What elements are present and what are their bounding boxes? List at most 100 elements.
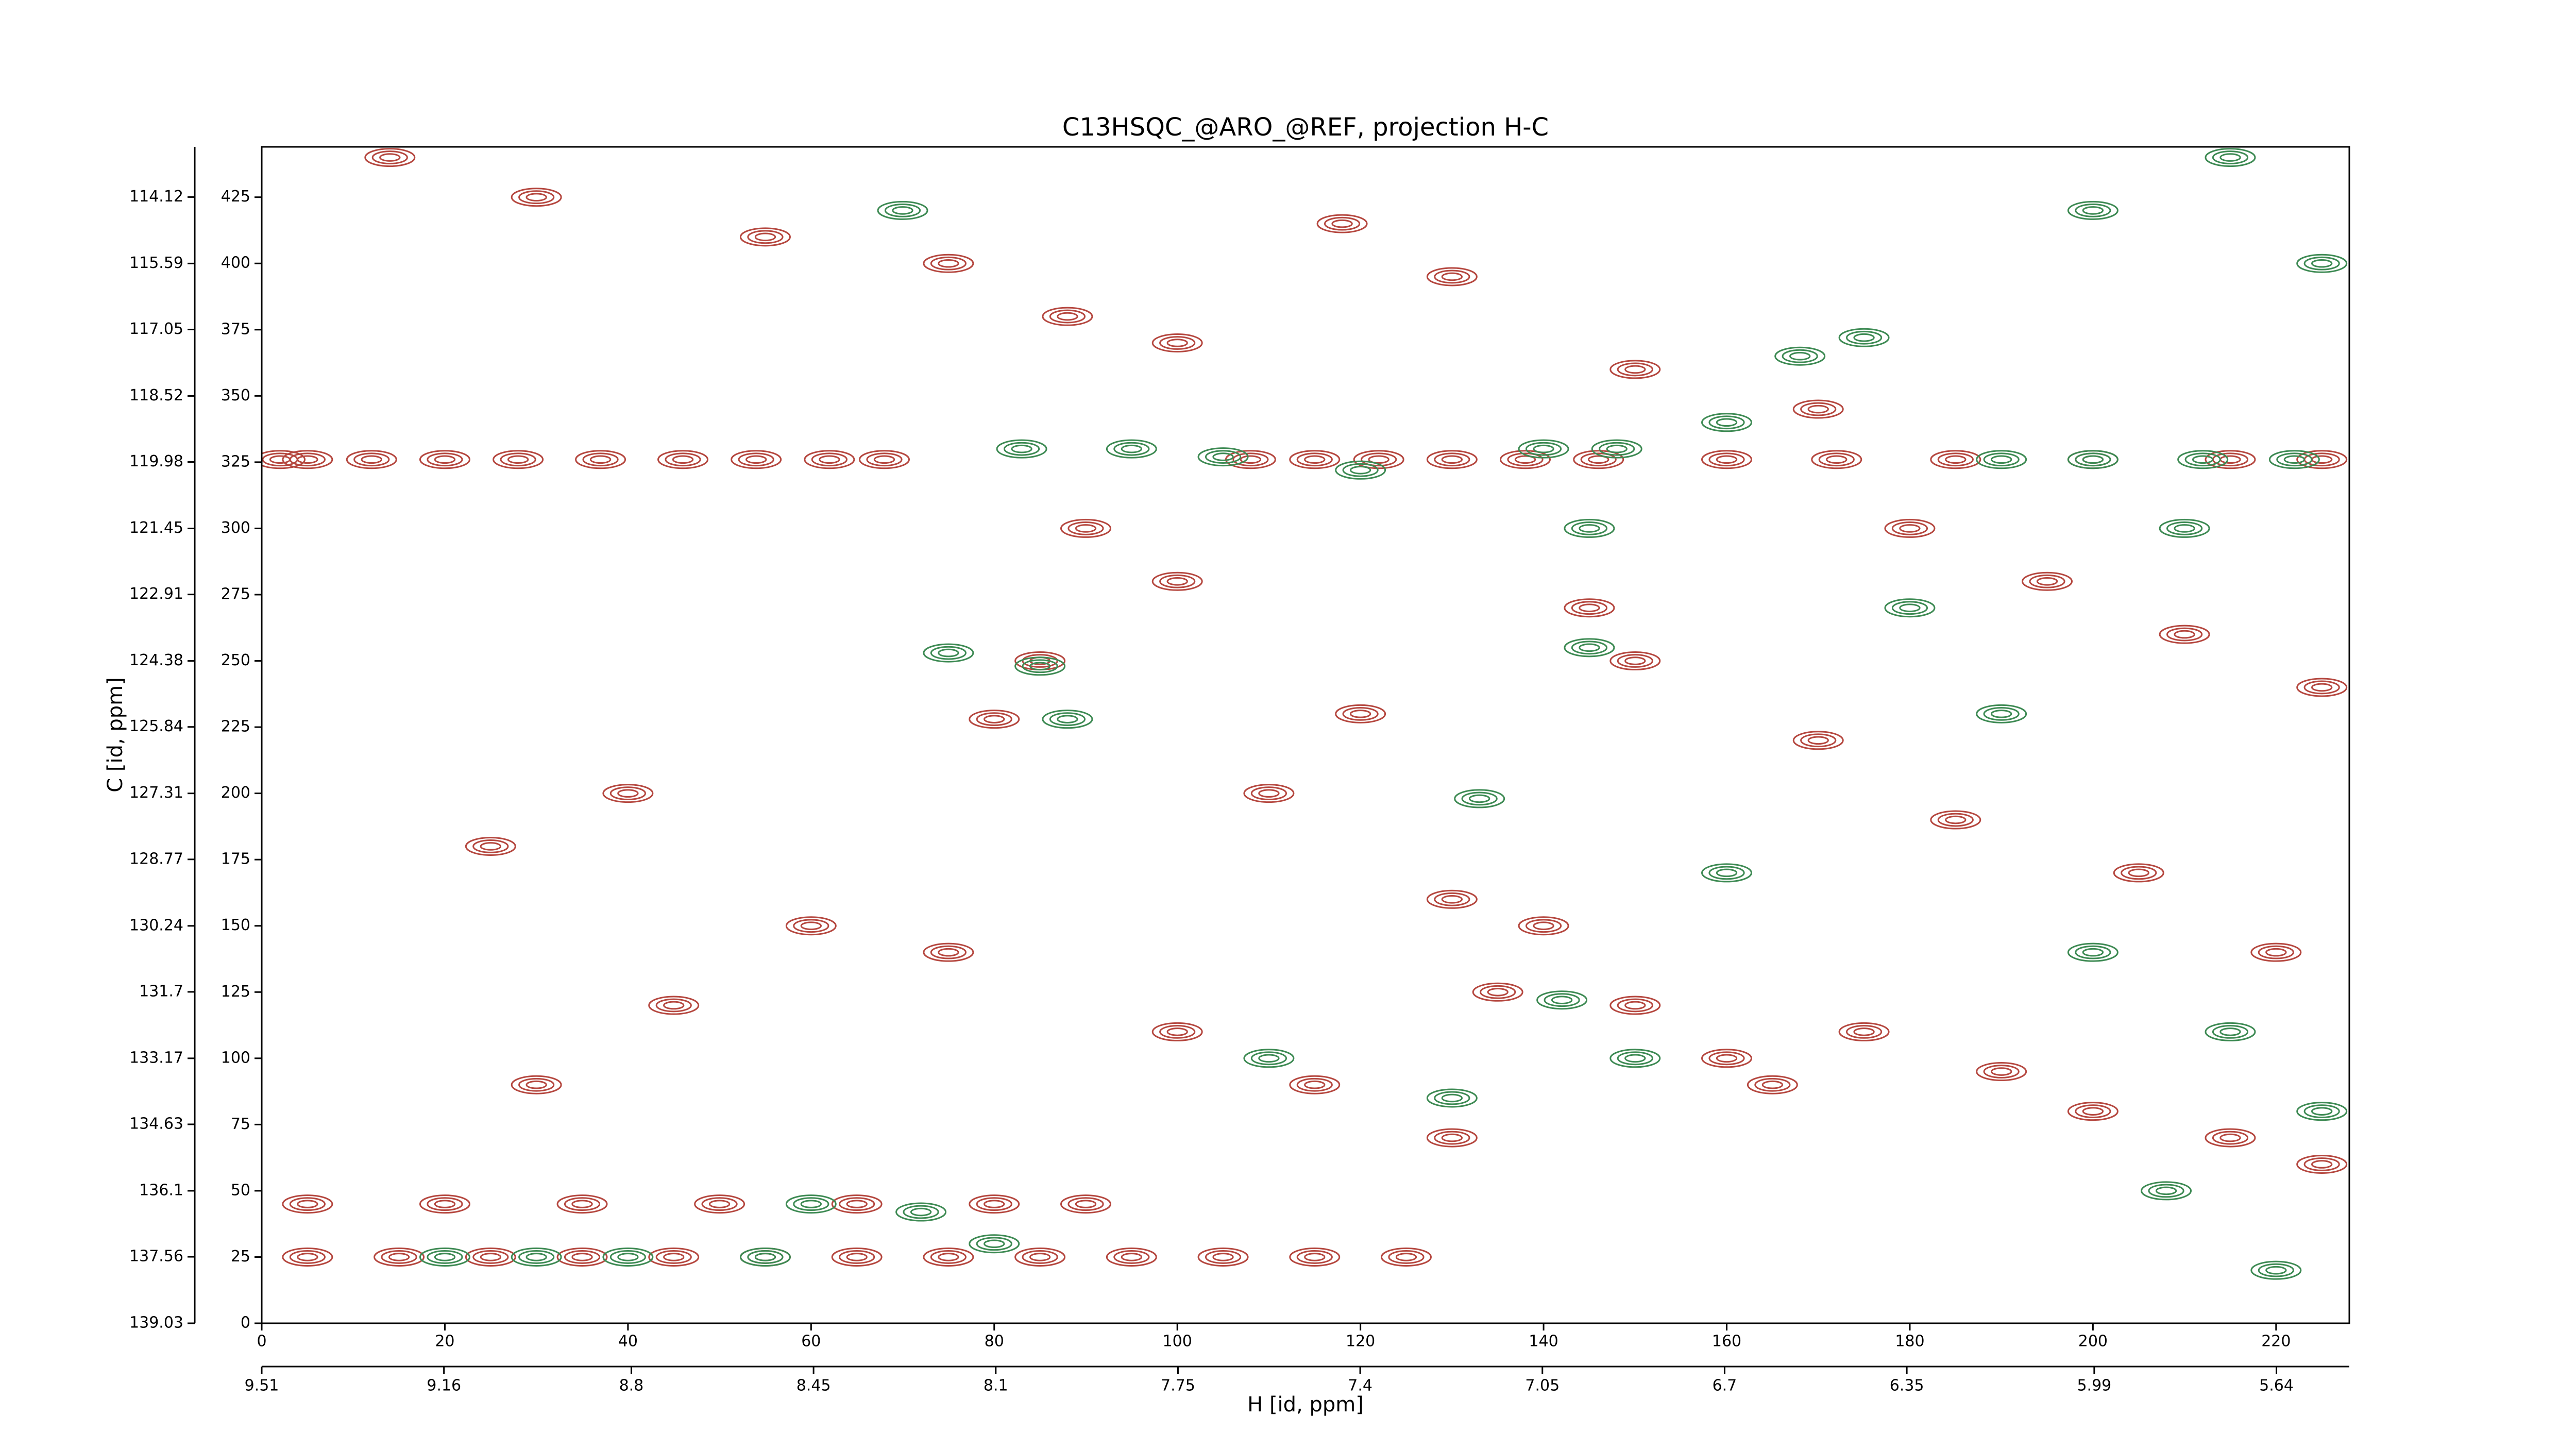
contour-ring — [731, 450, 782, 469]
contour-peak — [1151, 571, 1203, 591]
chart-title: C13HSQC_@ARO_@REF, projection H-C — [1062, 113, 1549, 142]
contour-ring — [1754, 1077, 1791, 1092]
contour-ring — [289, 1197, 326, 1211]
contour-ring — [873, 455, 895, 464]
x-tick-label: 120 — [1346, 1333, 1375, 1351]
contour-peak — [1976, 704, 2027, 723]
contour-ring — [1588, 455, 1609, 464]
contour-ring — [2205, 450, 2256, 469]
contour-ring — [1811, 450, 1862, 469]
contour-ring — [2303, 256, 2340, 271]
contour-peak — [804, 450, 855, 469]
contour-peak — [969, 710, 1020, 729]
contour-peak — [1591, 439, 1642, 459]
contour-ring — [1289, 1247, 1341, 1267]
contour-ring — [434, 455, 456, 464]
contour-peak — [465, 836, 516, 856]
y2-tick-label: 133.17 — [129, 1049, 183, 1067]
contour-ring — [1434, 452, 1470, 467]
contour-ring — [1388, 1250, 1425, 1264]
contour-ring — [297, 1253, 318, 1261]
contour-ring — [2212, 150, 2249, 164]
x2-tick-label: 7.4 — [1348, 1377, 1372, 1395]
y-tick-label: 300 — [221, 519, 250, 537]
contour-peak — [739, 1247, 791, 1267]
contour-ring — [819, 455, 840, 464]
contour-peak — [556, 1194, 608, 1214]
contour-ring — [1617, 362, 1653, 377]
contour-ring — [1441, 895, 1463, 904]
contour-ring — [1205, 1250, 1242, 1264]
contour-peak — [1536, 990, 1588, 1010]
x2-tick-label: 5.64 — [2259, 1377, 2294, 1395]
contour-ring — [361, 455, 382, 464]
contour-ring — [2296, 254, 2348, 273]
contour-peak — [2067, 450, 2119, 469]
contour-peak — [1426, 1128, 1478, 1148]
contour-ring — [1983, 706, 2020, 721]
contour-ring — [1624, 656, 1646, 665]
contour-peak — [419, 1194, 470, 1214]
contour-ring — [2303, 1157, 2340, 1171]
contour-ring — [2219, 1027, 2241, 1036]
contour-ring — [427, 1197, 463, 1211]
contour-ring — [655, 1250, 692, 1264]
contour-peak — [1838, 328, 1890, 347]
x2-tick-label: 6.35 — [1890, 1377, 1924, 1395]
contour-ring — [1573, 450, 1624, 469]
contour-peak — [1243, 1049, 1295, 1068]
contour-ring — [419, 1194, 470, 1214]
contour-ring — [754, 232, 776, 242]
contour-ring — [1990, 1067, 2012, 1076]
contour-ring — [903, 1205, 939, 1219]
contour-ring — [1983, 452, 2020, 467]
contour-ring — [465, 1247, 516, 1267]
contour-peak — [1774, 346, 1826, 366]
x-tick-label: 0 — [257, 1333, 266, 1351]
contour-peak — [2250, 1260, 2302, 1280]
contour-ring — [1945, 815, 1967, 824]
contour-ring — [2067, 1102, 2119, 1121]
contour-ring — [1624, 1054, 1646, 1063]
y2-tick-label: 114.12 — [129, 188, 183, 206]
contour-ring — [1349, 466, 1371, 475]
contour-ring — [1151, 571, 1203, 591]
contour-ring — [518, 1250, 555, 1264]
contour-ring — [984, 1239, 1005, 1249]
contour-ring — [379, 153, 401, 162]
contour-peak — [1838, 1022, 1890, 1041]
contour-ring — [976, 1197, 1012, 1211]
contour-peak — [556, 1247, 608, 1267]
contour-ring — [427, 452, 463, 467]
contour-peak — [739, 227, 791, 247]
contour-ring — [2212, 452, 2249, 467]
x2-tick-label: 8.45 — [796, 1377, 831, 1395]
contour-peak — [1454, 789, 1505, 808]
contour-ring — [793, 919, 829, 933]
x2-tick-label: 6.7 — [1713, 1377, 1737, 1395]
y-tick-label: 350 — [221, 386, 250, 405]
contour-ring — [364, 148, 416, 167]
contour-peak — [2159, 625, 2210, 644]
contour-ring — [480, 842, 501, 851]
contour-ring — [2250, 942, 2302, 962]
contour-ring — [785, 1194, 837, 1214]
contour-ring — [289, 1250, 326, 1264]
contour-ring — [1296, 1077, 1333, 1092]
contour-ring — [1716, 455, 1738, 464]
contour-ring — [371, 150, 408, 164]
contour-ring — [388, 1253, 410, 1261]
contour-ring — [2311, 1160, 2333, 1169]
contour-ring — [1708, 415, 1745, 430]
contour-ring — [2166, 627, 2203, 642]
contour-ring — [1011, 444, 1032, 453]
contour-ring — [262, 452, 298, 467]
contour-ring — [465, 836, 516, 856]
contour-peak — [648, 996, 700, 1015]
contour-ring — [1461, 791, 1498, 806]
contour-ring — [1159, 336, 1196, 350]
contour-ring — [2311, 455, 2333, 464]
contour-ring — [1845, 1024, 1883, 1039]
contour-ring — [1551, 996, 1573, 1004]
contour-ring — [2265, 948, 2287, 957]
